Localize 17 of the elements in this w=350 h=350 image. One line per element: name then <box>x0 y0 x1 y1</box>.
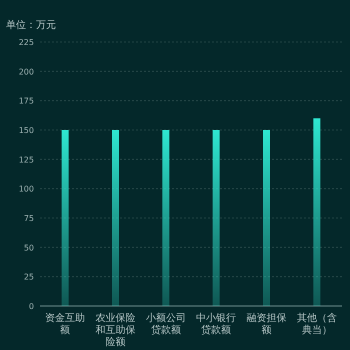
x-tick-label: 中小银行贷款额 <box>196 312 236 336</box>
x-tick-label: 农业保险和互助保险额 <box>96 312 136 348</box>
y-tick-label: 75 <box>24 214 34 223</box>
y-axis-title: 单位：万元 <box>6 19 56 31</box>
y-tick-label: 200 <box>18 67 34 76</box>
y-tick-label: 0 <box>28 302 34 311</box>
x-tick-label: 小额公司贷款额 <box>146 312 186 336</box>
y-tick-label: 50 <box>24 243 34 252</box>
y-tick-label: 125 <box>18 155 34 164</box>
y-tick-label: 225 <box>18 38 34 47</box>
y-tick-label: 175 <box>18 96 34 106</box>
y-tick-label: 150 <box>18 126 34 135</box>
x-tick-label: 资金互助额 <box>45 312 86 336</box>
x-tick-label: 融资担保额 <box>246 312 286 336</box>
x-tick-label: 其他（含典当） <box>296 312 337 336</box>
y-tick-label: 100 <box>18 184 34 194</box>
y-tick-label: 25 <box>24 272 34 282</box>
